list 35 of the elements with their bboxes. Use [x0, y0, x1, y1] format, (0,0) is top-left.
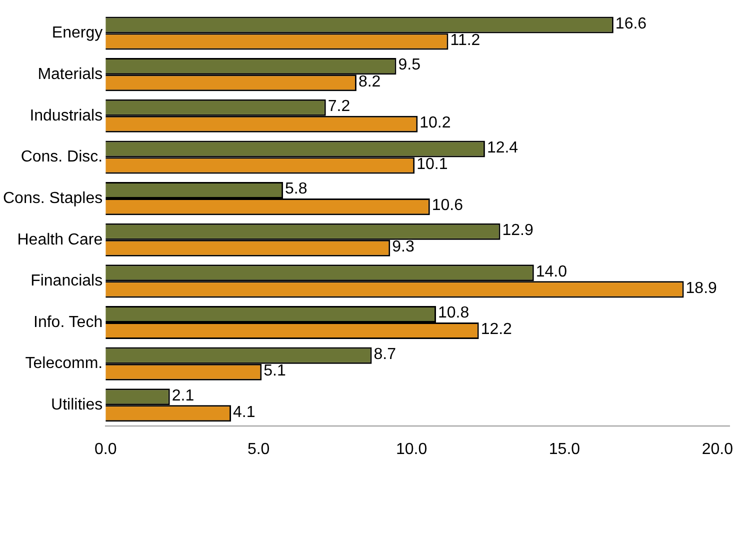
x-tick-label: 20.0	[702, 440, 734, 458]
y-tick-label: Cons. Staples	[3, 190, 103, 207]
data-label: 5.1	[264, 362, 286, 380]
y-tick-label: Financials	[30, 272, 103, 290]
data-label: 8.7	[374, 346, 396, 363]
y-tick-label: Info. Tech	[34, 314, 103, 331]
y-tick-label: Telecomm.	[25, 355, 103, 372]
data-label: 4.1	[233, 404, 256, 421]
y-tick-label: Utilities	[51, 396, 103, 414]
y-tick-label: Materials	[38, 66, 103, 83]
data-label: 12.4	[486, 139, 518, 156]
data-label: 9.5	[398, 56, 421, 74]
data-label: 18.9	[686, 280, 718, 297]
data-label: 5.8	[285, 180, 308, 198]
x-tick-label: 5.0	[247, 440, 270, 458]
y-tick-label: Energy	[52, 24, 103, 42]
data-label: 11.2	[450, 32, 480, 49]
data-label: 12.9	[502, 222, 534, 239]
data-label: 12.2	[480, 321, 512, 338]
y-tick-label: Health Care	[17, 231, 103, 248]
y-tick-label: Industrials	[30, 107, 103, 124]
data-label: 8.2	[358, 73, 381, 90]
x-tick-label: 15.0	[548, 440, 580, 458]
data-label: 10.8	[438, 304, 470, 322]
x-tick-label: 0.0	[94, 440, 117, 458]
data-label: 10.2	[420, 114, 451, 132]
data-label: 10.1	[416, 156, 448, 173]
data-label: 9.3	[392, 238, 414, 256]
y-tick-label: Cons. Disc.	[20, 148, 103, 166]
data-label: 14.0	[536, 263, 568, 280]
x-tick-label: 10.0	[396, 440, 428, 458]
data-label: 10.6	[432, 197, 464, 214]
data-label: 7.2	[328, 98, 350, 116]
data-label: 16.6	[615, 15, 647, 32]
data-label: 2.1	[172, 387, 194, 404]
